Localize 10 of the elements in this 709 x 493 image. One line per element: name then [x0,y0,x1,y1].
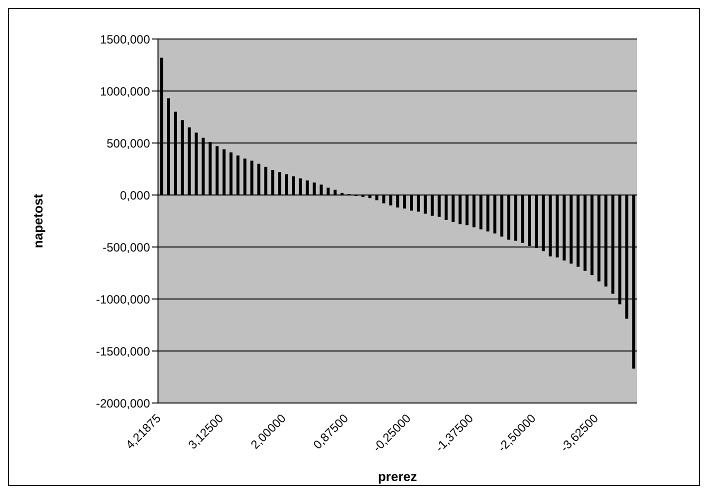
y-tick-label: -1000,000 [96,292,150,306]
y-tick-label: -2000,000 [96,396,150,410]
x-axis-title: prerez [378,469,418,484]
y-tick-label: 1500,000 [100,32,150,46]
y-tick-label: 1000,000 [100,84,150,98]
y-tick-label: 500,000 [106,136,150,150]
y-tick-label: -500,000 [102,240,150,254]
y-tick-label: 0,000 [120,188,150,202]
y-tick-label: -1500,000 [96,344,150,358]
y-axis-title: napetost [30,193,46,248]
